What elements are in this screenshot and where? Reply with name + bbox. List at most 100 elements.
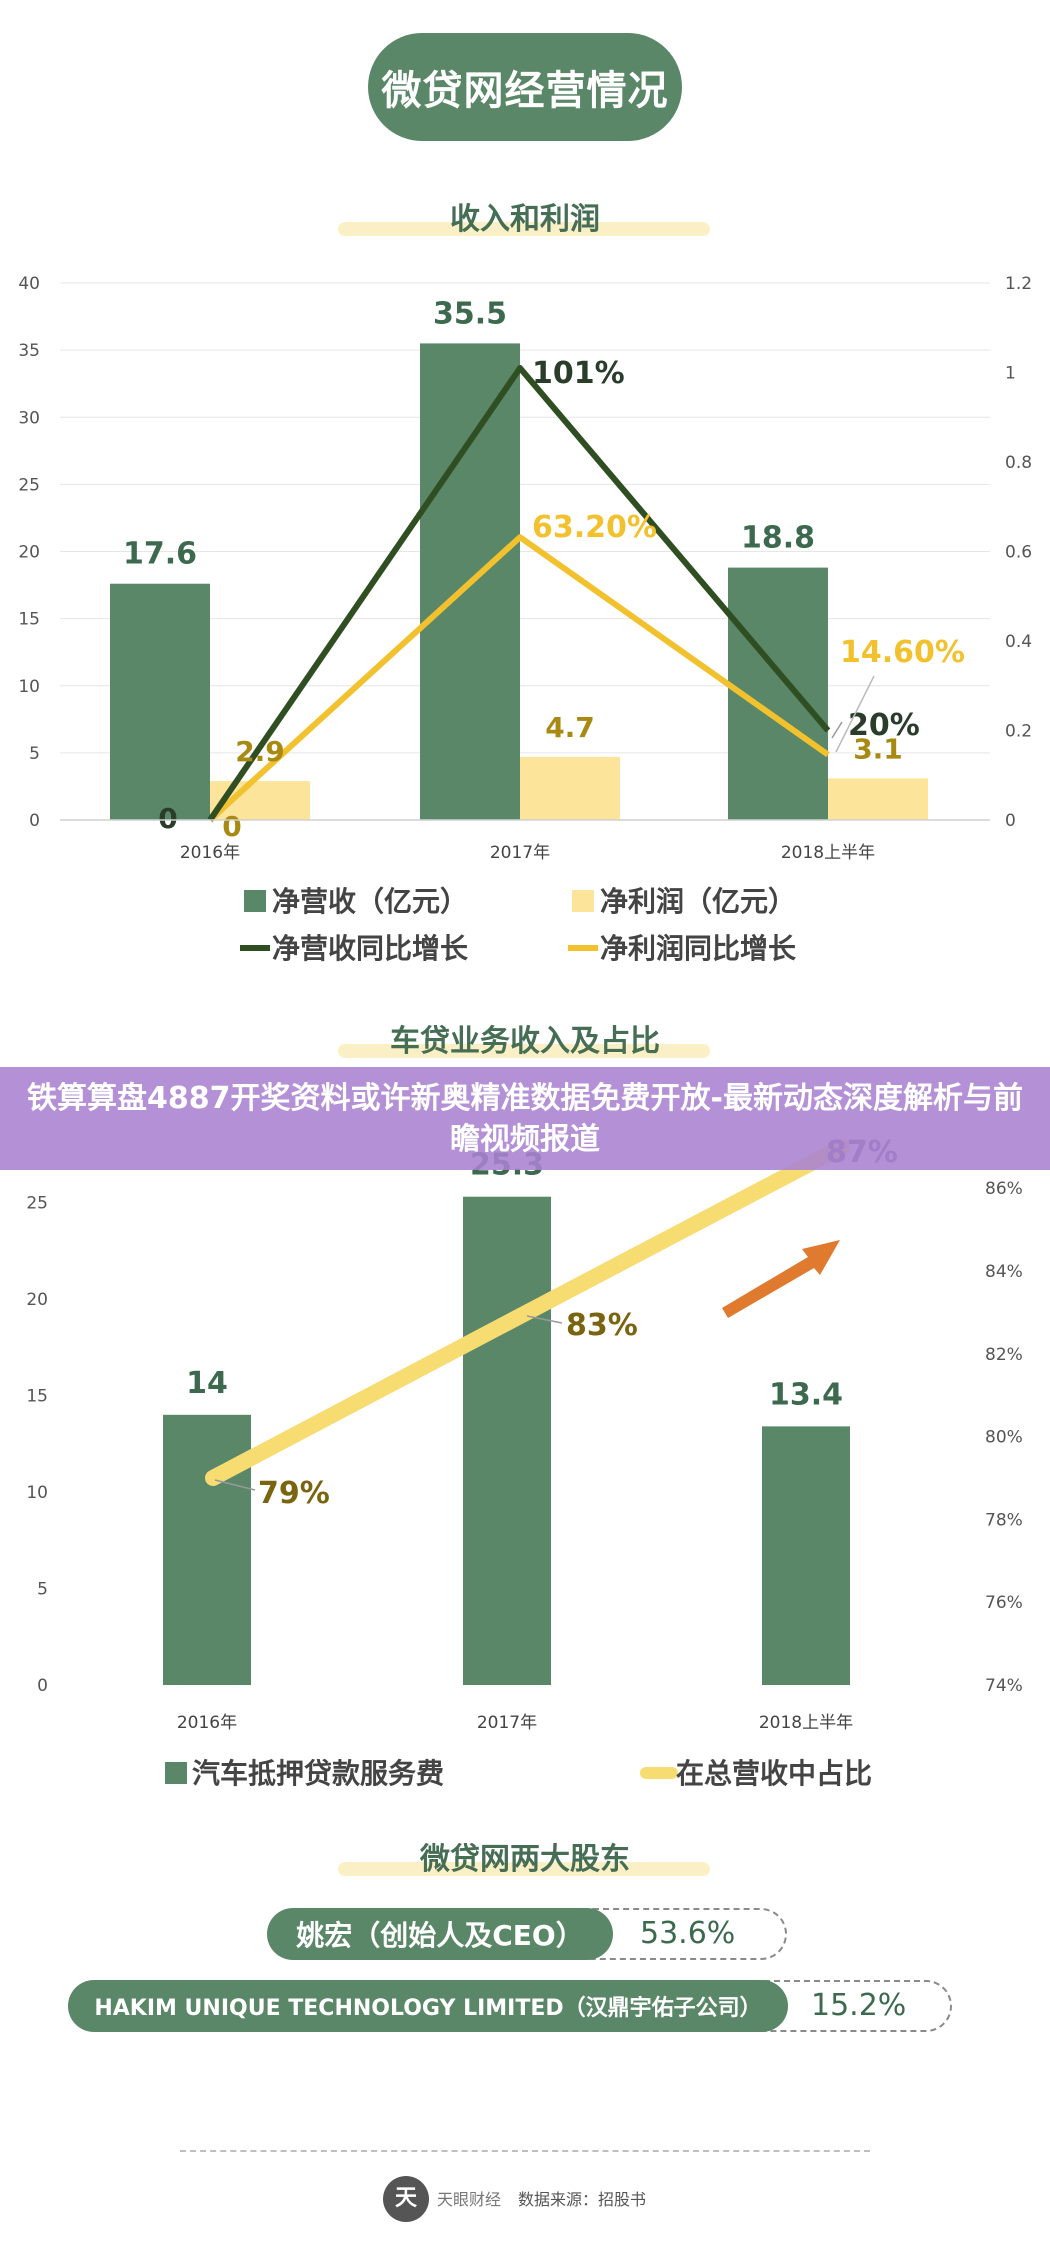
chart2-leader-line bbox=[526, 1315, 563, 1324]
shareholder-row: 姚宏（创始人及CEO） 53.6% bbox=[267, 1908, 787, 1960]
chart2-left-tick-label: 10 bbox=[26, 1483, 48, 1503]
chart2-bars bbox=[163, 1196, 850, 1685]
chart2-right-tick-label: 80% bbox=[985, 1428, 1023, 1448]
section-title-underline bbox=[338, 1862, 710, 1876]
chart2-left-tick-label: 20 bbox=[26, 1290, 48, 1310]
chart2-right-tick-label: 74% bbox=[985, 1676, 1023, 1696]
chart2-x-axis: 2016年 2017年 2018上半年 bbox=[177, 1713, 853, 1733]
chart1-bar-label-profit: 3.1 bbox=[853, 732, 903, 765]
chart1-x-tick-label: 2018上半年 bbox=[781, 843, 875, 863]
chart1-legend: 净营收（亿元） 净利润（亿元） 净营收同比增长 净利润同比增长 bbox=[240, 885, 796, 965]
chart2-right-tick-label: 76% bbox=[985, 1593, 1023, 1613]
chart1-right-tick-label: 0.4 bbox=[1005, 632, 1032, 652]
growth-arrow-icon bbox=[722, 1240, 840, 1318]
chart1-left-tick-label: 40 bbox=[18, 274, 40, 294]
chart1-left-axis: 0 5 10 15 20 25 30 35 40 bbox=[18, 274, 40, 831]
legend-label: 在总营收中占比 bbox=[676, 1757, 872, 1790]
shareholder-share: 15.2% bbox=[811, 1988, 907, 2023]
chart1-gridlines bbox=[60, 282, 990, 821]
chart1-line-label-revenue-growth: 0 bbox=[158, 802, 177, 835]
chart1-right-tick-label: 1 bbox=[1005, 364, 1016, 384]
chart1-bar-label-revenue: 35.5 bbox=[433, 296, 507, 331]
chart1-line-profit-growth bbox=[207, 534, 830, 823]
chart1-bar-label-profit: 4.7 bbox=[545, 711, 595, 744]
logo-text: 天眼财经 bbox=[437, 2190, 502, 2209]
chart2-bar-loan-fee bbox=[163, 1414, 251, 1685]
chart1-line-revenue-growth bbox=[207, 365, 831, 822]
section-title-underline bbox=[338, 222, 710, 236]
chart2-bar-loan-fee bbox=[762, 1426, 850, 1685]
legend-swatch-net-revenue bbox=[244, 890, 266, 912]
chart1-x-axis: 2016年 2017年 2018上半年 bbox=[60, 819, 990, 863]
chart2-right-axis: 74% 76% 78% 80% 82% 84% 86% bbox=[985, 1179, 1023, 1696]
chart2-right-tick-label: 84% bbox=[985, 1262, 1023, 1282]
chart1-left-tick-label: 30 bbox=[18, 408, 40, 428]
shareholder-row: HAKIM UNIQUE TECHNOLOGY LIMITED（汉鼎宇佑子公司）… bbox=[68, 1980, 952, 2032]
chart2-bar-loan-fee bbox=[463, 1196, 551, 1685]
chart1-right-tick-label: 0 bbox=[1005, 811, 1016, 831]
chart1-x-tick-label: 2016年 bbox=[180, 843, 240, 863]
chart1-title: 收入和利润 bbox=[450, 202, 600, 237]
chart1-leader-line bbox=[831, 721, 843, 739]
chart2-right-tick-label: 86% bbox=[985, 1179, 1023, 1199]
chart1-bar-net-profit bbox=[520, 756, 620, 820]
data-source: 数据来源：招股书 bbox=[518, 2190, 647, 2209]
chart2-left-axis: 0 5 10 15 20 25 bbox=[26, 1194, 48, 1697]
chart1-left-tick-label: 0 bbox=[29, 811, 40, 831]
chart2-x-tick-label: 2016年 bbox=[177, 1713, 237, 1733]
chart2-line-label: 83% bbox=[566, 1308, 638, 1343]
chart1-left-tick-label: 35 bbox=[18, 341, 40, 361]
chart2-x-tick-label: 2017年 bbox=[477, 1713, 537, 1733]
chart2-line-share bbox=[205, 1138, 850, 1486]
chart1-left-tick-label: 15 bbox=[18, 610, 40, 630]
chart2-left-tick-label: 5 bbox=[37, 1580, 48, 1600]
chart1-bar-net-revenue bbox=[110, 583, 210, 820]
chart1-bar-label-revenue: 18.8 bbox=[741, 521, 815, 556]
page-title: 微贷网经营情况 bbox=[368, 33, 682, 141]
chart1-bar-label-profit: 2.9 bbox=[235, 735, 285, 768]
chart1-x-tick-label: 2017年 bbox=[490, 843, 550, 863]
chart1-bar-net-profit bbox=[828, 778, 928, 820]
chart1-line-label-profit-growth: 63.20% bbox=[532, 510, 657, 545]
chart1-line-label-profit-growth: 0 bbox=[222, 810, 241, 843]
chart2-left-tick-label: 0 bbox=[37, 1676, 48, 1696]
legend-label: 净营收（亿元） bbox=[272, 885, 468, 918]
chart1-left-tick-label: 25 bbox=[18, 475, 40, 495]
chart2-left-tick-label: 15 bbox=[26, 1387, 48, 1407]
overlay-banner[interactable]: 铁算算盘4887开奖资料或许新奥精准数据免费开放-最新动态深度解析与前瞻视频报道 bbox=[0, 1067, 1050, 1170]
growth-arrow-icon bbox=[722, 1240, 840, 1318]
shareholder-share: 53.6% bbox=[640, 1916, 736, 1951]
chart2-legend: 汽车抵押贷款服务费 在总营收中占比 bbox=[165, 1757, 872, 1790]
logo-icon: 天 bbox=[383, 2176, 429, 2222]
chart1-right-tick-label: 0.6 bbox=[1005, 543, 1032, 563]
chart2-bar-label: 14 bbox=[186, 1366, 228, 1401]
chart1-left-tick-label: 5 bbox=[29, 744, 40, 764]
chart1-canvas: 0 5 10 15 20 25 30 35 40 0 0.2 0.4 0.6 0.8 1 1.2 17.6 2… bbox=[18, 274, 1032, 965]
chart1-bar-label-revenue: 17.6 bbox=[123, 537, 197, 572]
chart1-right-tick-label: 1.2 bbox=[1005, 274, 1032, 294]
chart2-right-tick-label: 82% bbox=[985, 1345, 1023, 1365]
legend-label: 净营收同比增长 bbox=[272, 932, 468, 965]
chart2-lines bbox=[205, 1138, 850, 1486]
legend-label: 净利润（亿元） bbox=[600, 885, 796, 918]
section-title-underline bbox=[338, 1044, 710, 1058]
chart2-bar-label: 13.4 bbox=[769, 1377, 843, 1412]
chart1-line-label-profit-growth: 14.60% bbox=[840, 635, 965, 670]
chart1-right-tick-label: 0.2 bbox=[1005, 722, 1032, 742]
legend-label: 净利润同比增长 bbox=[600, 932, 796, 965]
chart1-left-tick-label: 10 bbox=[18, 677, 40, 697]
chart2-x-tick-label: 2018上半年 bbox=[759, 1713, 853, 1733]
chart2-leader-line bbox=[214, 1479, 256, 1491]
chart1-line-label-revenue-growth: 20% bbox=[848, 708, 920, 743]
chart2-left-tick-label: 25 bbox=[26, 1194, 48, 1214]
chart1-left-tick-label: 20 bbox=[18, 543, 40, 563]
legend-swatch-loan-fee bbox=[165, 1762, 187, 1784]
chart2-title: 车贷业务收入及占比 bbox=[390, 1024, 660, 1059]
legend-label: 汽车抵押贷款服务费 bbox=[192, 1757, 444, 1790]
chart1-line-label-revenue-growth: 101% bbox=[532, 356, 625, 391]
legend-swatch-net-profit bbox=[572, 890, 594, 912]
shareholder-name: 姚宏（创始人及CEO） bbox=[267, 1908, 613, 1960]
chart1-right-axis: 0 0.2 0.4 0.6 0.8 1 1.2 bbox=[1005, 274, 1032, 831]
shareholders-title: 微贷网两大股东 bbox=[420, 1842, 630, 1877]
